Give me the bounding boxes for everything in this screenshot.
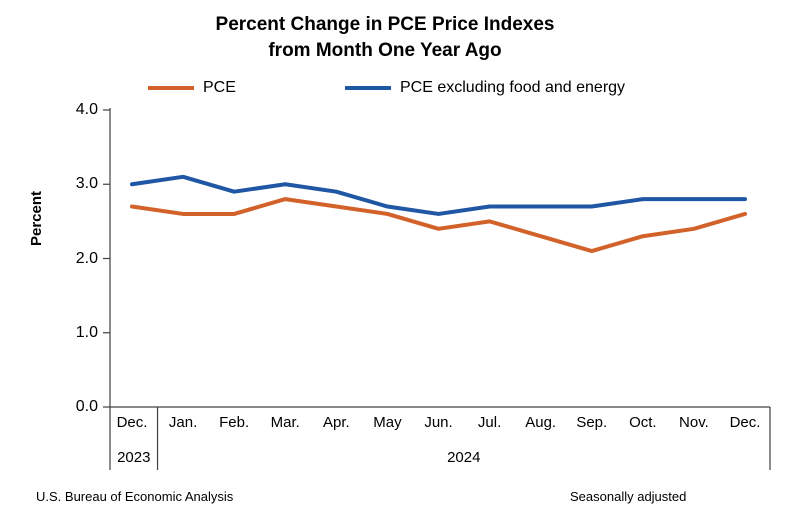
month-label: Feb. bbox=[219, 414, 250, 431]
month-label: May bbox=[373, 414, 402, 431]
month-label: Oct. bbox=[629, 414, 657, 431]
source-note: U.S. Bureau of Economic Analysis bbox=[36, 489, 234, 504]
y-tick-label: 0.0 bbox=[75, 398, 98, 415]
month-label: Mar. bbox=[270, 414, 300, 431]
year-label: 2023 bbox=[117, 449, 151, 466]
month-label: Jun. bbox=[424, 414, 453, 431]
legend-line-swatch-pce bbox=[148, 86, 194, 90]
y-tick-label: 1.0 bbox=[75, 323, 98, 341]
series-line-pce-excluding-food-and-energy bbox=[130, 174, 747, 216]
month-label: Apr. bbox=[322, 414, 350, 431]
chart-title-line2: from Month One Year Ago bbox=[268, 40, 502, 61]
y-tick-label: 2.0 bbox=[75, 249, 98, 267]
legend-label-pce-excluding-food-and-energy: PCE excluding food and energy bbox=[400, 79, 626, 96]
legend-line-swatch-pce-excluding-food-and-energy bbox=[345, 86, 391, 90]
legend-item-pce: PCE bbox=[148, 78, 236, 98]
month-label: Jul. bbox=[477, 414, 502, 431]
chart-title-line1: Percent Change in PCE Price Indexes bbox=[215, 14, 555, 35]
y-axis-title: Percent bbox=[28, 190, 45, 246]
month-label: Jan. bbox=[168, 414, 198, 431]
month-label: Nov. bbox=[679, 414, 709, 431]
month-label: Dec. bbox=[116, 414, 148, 431]
month-label: Dec. bbox=[729, 414, 761, 431]
y-tick-label: 3.0 bbox=[75, 175, 98, 193]
seasonal-adjustment-note: Seasonally adjusted bbox=[570, 489, 687, 504]
series-line-pce bbox=[130, 197, 747, 254]
legend-item-pce-excluding-food-and-energy: PCE excluding food and energy bbox=[345, 78, 625, 98]
y-tick-label: 4.0 bbox=[75, 101, 98, 118]
month-label: Sep. bbox=[576, 414, 608, 431]
year-label: 2024 bbox=[447, 449, 481, 466]
chart-title: Percent Change in PCE Price Indexes from… bbox=[0, 12, 770, 64]
month-label: Aug. bbox=[525, 414, 557, 431]
legend-label-pce: PCE bbox=[203, 79, 236, 96]
